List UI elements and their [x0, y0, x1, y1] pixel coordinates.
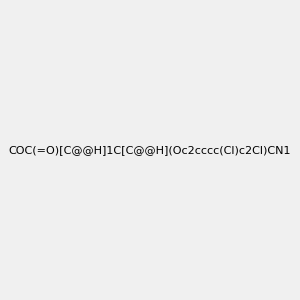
Text: COC(=O)[C@@H]1C[C@@H](Oc2cccc(Cl)c2Cl)CN1: COC(=O)[C@@H]1C[C@@H](Oc2cccc(Cl)c2Cl)CN… — [9, 145, 291, 155]
